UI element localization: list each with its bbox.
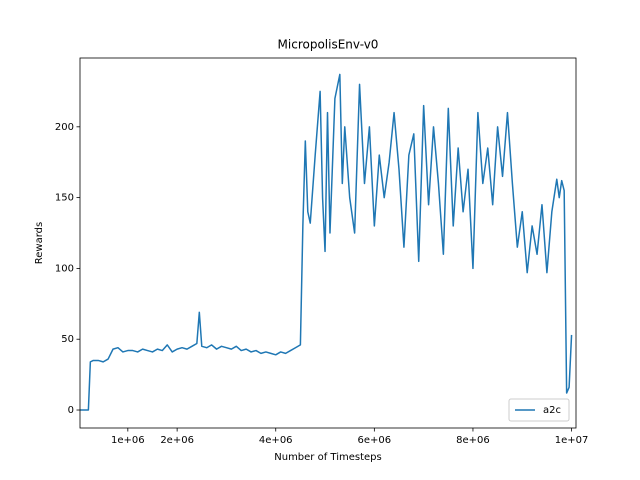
x-tick-label: 1e+07	[555, 435, 589, 446]
x-tick-label: 4e+06	[259, 435, 293, 446]
legend-label: a2c	[543, 405, 561, 416]
chart-title: MicropolisEnv-v0	[278, 38, 379, 52]
plot-frame	[79, 57, 577, 429]
line-series	[80, 73, 573, 411]
y-axis-label: Rewards	[34, 222, 45, 264]
x-tick-label: 6e+06	[358, 435, 392, 446]
y-tick-label: 50	[61, 334, 74, 345]
y-tick-label: 0	[68, 405, 74, 416]
x-tick-label: 1e+06	[111, 435, 145, 446]
y-tick-label: 100	[55, 263, 74, 274]
x-tick-label: 8e+06	[456, 435, 490, 446]
y-tick-label: 200	[55, 122, 74, 133]
legend-box	[508, 398, 570, 422]
y-tick-label: 150	[55, 193, 74, 204]
x-tick-label: 2e+06	[160, 435, 194, 446]
x-axis-label: Number of Timesteps	[274, 452, 381, 463]
